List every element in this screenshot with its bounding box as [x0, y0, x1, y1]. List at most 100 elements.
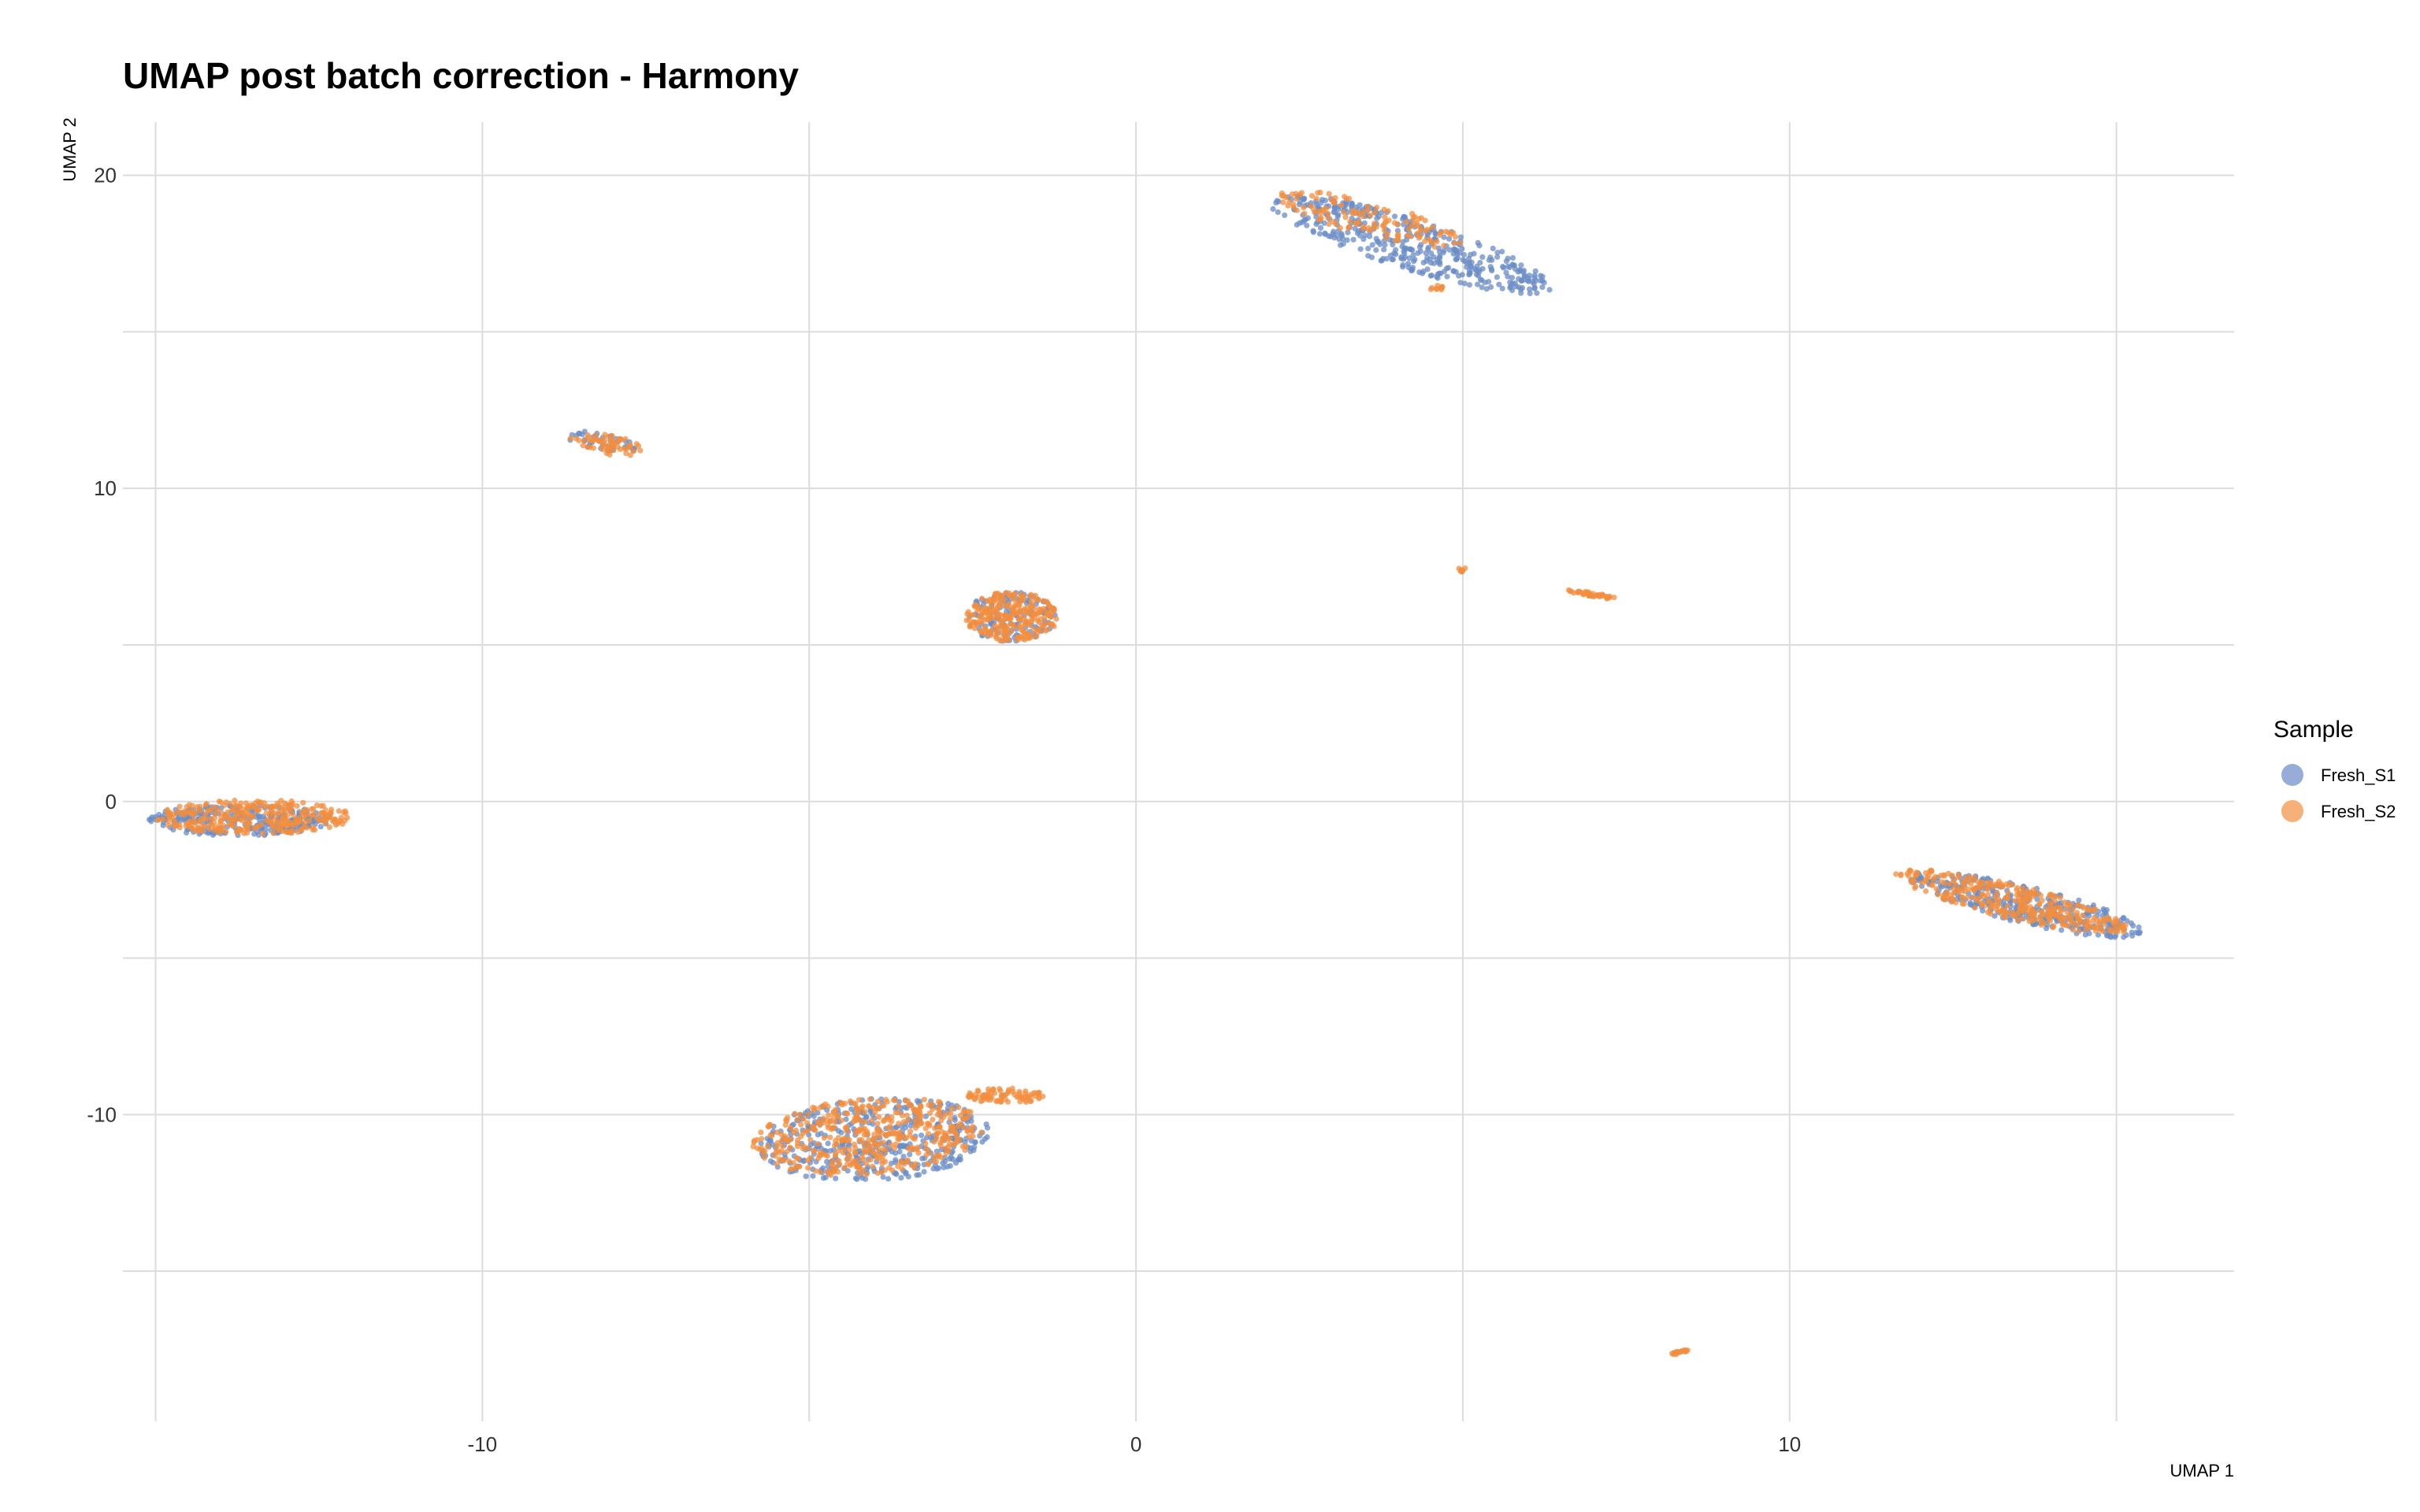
point-fresh-s2	[336, 808, 342, 814]
point-fresh-s1	[1546, 287, 1553, 293]
point-fresh-s2	[875, 1146, 882, 1152]
point-fresh-s2	[811, 1147, 817, 1154]
point-fresh-s2	[952, 1141, 958, 1147]
point-fresh-s2	[952, 1129, 959, 1136]
point-fresh-s1	[1434, 256, 1440, 263]
point-fresh-s2	[820, 1115, 826, 1121]
point-fresh-s1	[803, 1173, 809, 1180]
point-fresh-s1	[807, 1141, 815, 1147]
point-fresh-s2	[869, 1117, 875, 1123]
point-fresh-s2	[191, 817, 197, 824]
point-fresh-s2	[875, 1106, 882, 1112]
point-fresh-s2	[1906, 873, 1912, 879]
point-fresh-s1	[1489, 268, 1495, 274]
y-tick-label: 0	[106, 790, 117, 813]
point-fresh-s2	[904, 1112, 910, 1119]
point-fresh-s2	[971, 612, 977, 618]
point-fresh-s2	[833, 1165, 839, 1171]
point-fresh-s1	[1367, 233, 1373, 239]
point-fresh-s2	[1578, 589, 1584, 596]
point-fresh-s1	[1428, 250, 1435, 257]
point-fresh-s2	[943, 1150, 949, 1156]
point-fresh-s2	[867, 1096, 874, 1102]
point-fresh-s1	[1335, 212, 1342, 218]
point-fresh-s1	[1459, 272, 1465, 278]
point-fresh-s2	[895, 1110, 901, 1116]
point-fresh-s1	[811, 1113, 817, 1119]
point-fresh-s2	[854, 1106, 860, 1112]
point-fresh-s2	[1290, 202, 1297, 208]
point-fresh-s2	[1985, 891, 1991, 898]
point-fresh-s1	[1461, 251, 1468, 258]
point-fresh-s2	[1959, 888, 1965, 894]
point-fresh-s1	[1357, 202, 1363, 208]
y-tick-label: -10	[87, 1102, 117, 1126]
point-fresh-s2	[811, 1124, 817, 1130]
point-fresh-s2	[310, 827, 316, 833]
point-fresh-s2	[2057, 895, 2063, 901]
point-fresh-s2	[1004, 626, 1011, 633]
point-fresh-s2	[331, 819, 337, 825]
point-fresh-s2	[1044, 627, 1050, 633]
point-fresh-s1	[1381, 246, 1387, 253]
point-fresh-s2	[230, 823, 236, 829]
point-fresh-s2	[1003, 590, 1010, 596]
point-fresh-s2	[794, 1117, 801, 1123]
point-fresh-s2	[774, 1143, 780, 1149]
point-fresh-s1	[184, 829, 190, 836]
point-fresh-s2	[317, 802, 324, 809]
point-fresh-s1	[2130, 923, 2136, 929]
point-fresh-s1	[1460, 257, 1466, 263]
x-axis-title: UMAP 1	[2169, 1461, 2234, 1480]
point-fresh-s2	[279, 821, 285, 827]
point-fresh-s2	[589, 438, 596, 444]
point-fresh-s2	[810, 1104, 816, 1110]
point-fresh-s2	[2091, 925, 2097, 931]
point-fresh-s1	[1521, 273, 1527, 280]
point-fresh-s2	[1407, 233, 1413, 239]
point-fresh-s1	[148, 818, 154, 825]
point-fresh-s2	[800, 1116, 807, 1122]
point-fresh-s2	[1995, 896, 2002, 902]
point-fresh-s2	[815, 1141, 821, 1147]
point-fresh-s1	[1428, 272, 1435, 279]
point-fresh-s1	[957, 1153, 963, 1160]
point-fresh-s2	[340, 821, 346, 827]
point-fresh-s2	[1438, 229, 1444, 236]
point-fresh-s1	[1382, 242, 1388, 248]
point-fresh-s2	[1587, 592, 1594, 599]
point-fresh-s2	[921, 1096, 927, 1102]
point-fresh-s2	[2058, 908, 2064, 914]
point-fresh-s1	[1305, 215, 1311, 221]
point-fresh-s2	[2086, 906, 2092, 913]
point-fresh-s1	[1299, 219, 1305, 225]
point-fresh-s2	[1923, 870, 1929, 876]
point-fresh-s2	[867, 1157, 874, 1163]
point-fresh-s2	[1360, 209, 1367, 215]
point-fresh-s2	[580, 443, 586, 449]
point-fresh-s2	[2039, 897, 2045, 903]
point-fresh-s2	[214, 806, 221, 813]
point-fresh-s2	[2014, 917, 2021, 924]
point-fresh-s2	[914, 1146, 920, 1152]
point-fresh-s2	[165, 822, 172, 828]
point-fresh-s2	[774, 1129, 780, 1136]
point-fresh-s1	[2129, 929, 2135, 936]
point-fresh-s2	[270, 824, 277, 830]
point-fresh-s2	[1026, 622, 1033, 628]
point-fresh-s2	[236, 825, 242, 832]
point-fresh-s2	[1431, 243, 1438, 250]
point-fresh-s2	[1928, 869, 1935, 875]
point-fresh-s2	[2076, 917, 2082, 924]
point-fresh-s2	[1360, 213, 1366, 220]
point-fresh-s2	[925, 1131, 932, 1137]
point-fresh-s1	[1423, 250, 1429, 256]
point-fresh-s2	[601, 437, 607, 443]
point-fresh-s1	[1409, 267, 1415, 273]
point-fresh-s2	[1979, 879, 1985, 885]
point-fresh-s2	[1030, 1091, 1036, 1097]
point-fresh-s1	[1352, 225, 1358, 232]
point-fresh-s2	[2014, 887, 2020, 893]
point-fresh-s2	[2032, 890, 2039, 896]
point-fresh-s2	[963, 617, 970, 624]
